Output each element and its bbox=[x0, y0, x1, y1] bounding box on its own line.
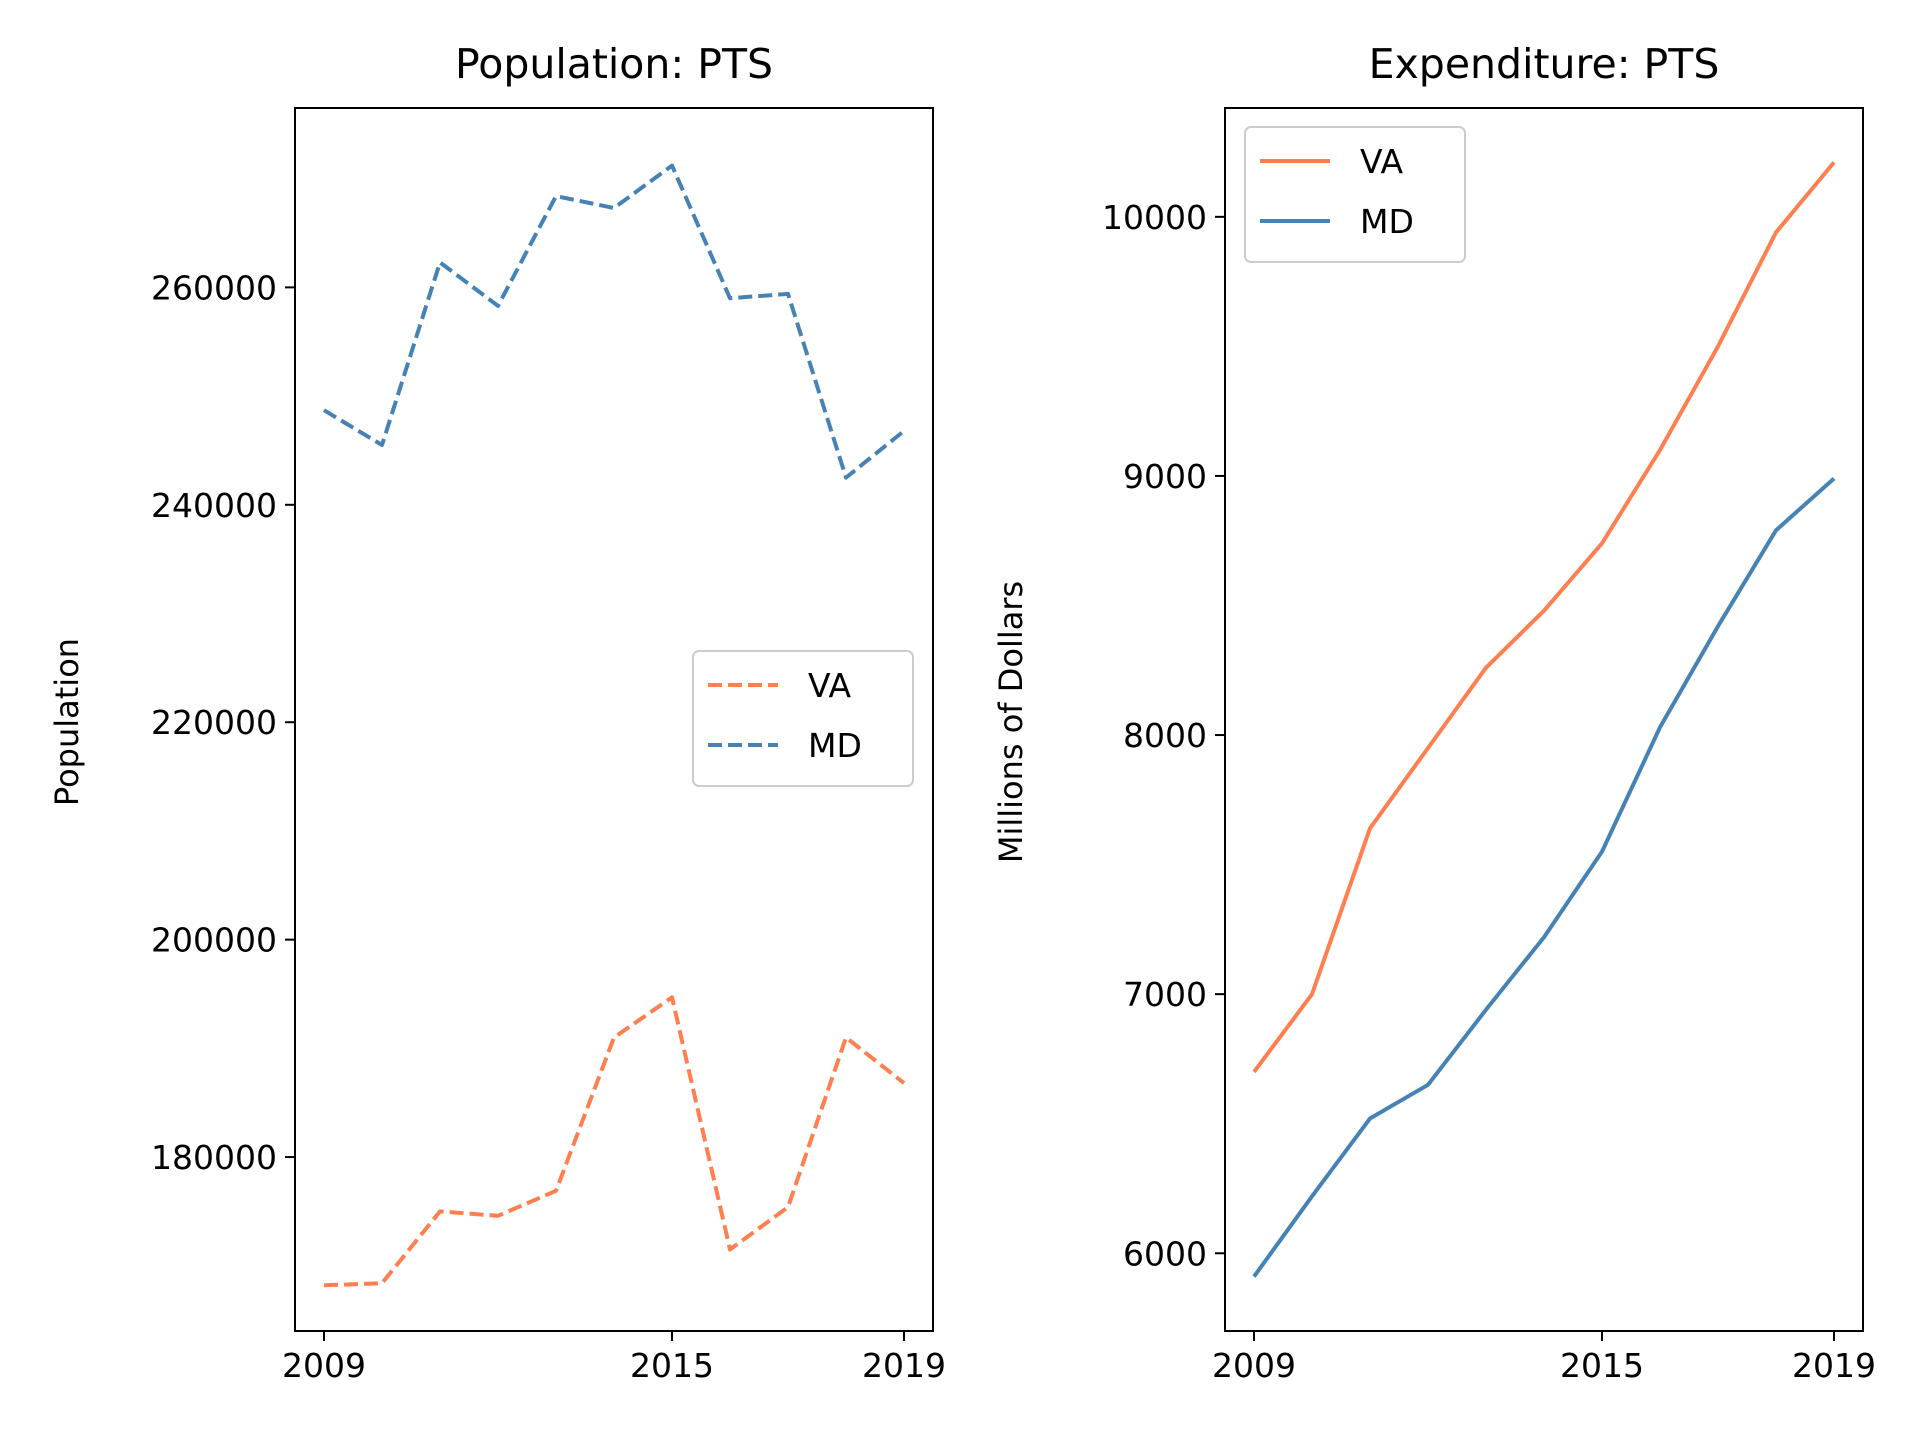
population-y-tick-label: 260000 bbox=[151, 268, 277, 307]
expenditure-legend-label-va: VA bbox=[1360, 142, 1403, 181]
population-legend-box bbox=[692, 650, 914, 787]
population-y-tick-label: 240000 bbox=[151, 486, 277, 525]
population-legend-label-va: VA bbox=[808, 666, 851, 705]
expenditure-y-tick-label: 9000 bbox=[1123, 457, 1207, 496]
expenditure-plot-frame bbox=[1224, 107, 1864, 1332]
population-x-tick-label: 2015 bbox=[630, 1346, 714, 1385]
expenditure-x-tick-label: 2015 bbox=[1560, 1346, 1644, 1385]
population-chart-title: Population: PTS bbox=[455, 40, 773, 88]
population-series-va-line bbox=[323, 995, 906, 1288]
expenditure-y-tick-label: 8000 bbox=[1123, 716, 1207, 755]
expenditure-panel: 6000 7000 8000 9000 10000 2009 2015 2019 Expen… bbox=[992, 40, 1876, 1385]
expenditure-y-tick-label: 10000 bbox=[1102, 198, 1207, 237]
expenditure-legend: VA MD bbox=[1244, 126, 1466, 263]
population-y-tick-label: 180000 bbox=[151, 1138, 277, 1177]
expenditure-y-tick-label: 7000 bbox=[1123, 975, 1207, 1014]
population-y-axis: 180000 200000 220000 240000 260000 bbox=[151, 268, 295, 1177]
population-series-md-line bbox=[322, 163, 906, 480]
expenditure-x-axis: 2009 2015 2019 bbox=[1212, 1331, 1876, 1385]
expenditure-x-tick-label: 2009 bbox=[1212, 1346, 1296, 1385]
population-x-tick-label: 2019 bbox=[862, 1346, 946, 1385]
expenditure-series-lines bbox=[1252, 161, 1836, 1278]
population-y-tick-label: 200000 bbox=[151, 921, 277, 960]
population-y-tick-label: 220000 bbox=[151, 703, 277, 742]
expenditure-y-axis: 6000 7000 8000 9000 10000 bbox=[1102, 198, 1225, 1273]
expenditure-series-md-line bbox=[1252, 477, 1836, 1278]
population-x-axis: 2009 2015 2019 bbox=[282, 1331, 946, 1385]
expenditure-chart-title: Expenditure: PTS bbox=[1369, 40, 1720, 88]
expenditure-legend-box bbox=[1244, 126, 1466, 263]
population-plot-frame bbox=[294, 107, 934, 1332]
expenditure-series-va-line bbox=[1252, 161, 1836, 1074]
population-legend: VA MD bbox=[692, 650, 914, 787]
expenditure-legend-label-md: MD bbox=[1360, 202, 1414, 241]
population-y-axis-label: Population bbox=[48, 638, 86, 806]
population-x-tick-label: 2009 bbox=[282, 1346, 366, 1385]
population-legend-label-md: MD bbox=[808, 726, 862, 765]
expenditure-x-tick-label: 2019 bbox=[1792, 1346, 1876, 1385]
expenditure-y-axis-label: Millions of Dollars bbox=[992, 581, 1030, 863]
expenditure-y-tick-label: 6000 bbox=[1123, 1234, 1207, 1273]
